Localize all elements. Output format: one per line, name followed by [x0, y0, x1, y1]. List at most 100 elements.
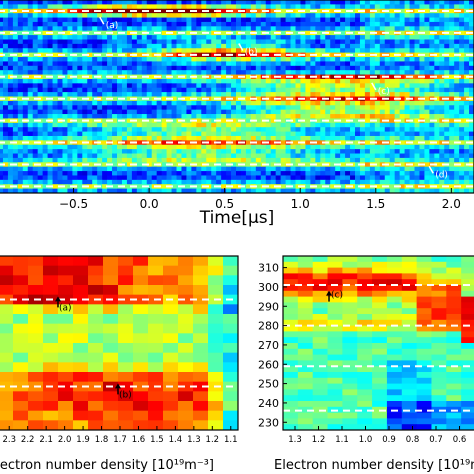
heatmap-cell — [280, 61, 286, 67]
heatmap-cell — [196, 70, 202, 75]
heatmap-cell — [72, 87, 78, 93]
heatmap-cell — [146, 74, 153, 80]
heatmap-cell — [191, 127, 197, 132]
heatmap-cell — [131, 43, 138, 49]
heatmap-cell — [231, 149, 237, 154]
heatmap-cell — [416, 377, 432, 384]
heatmap-cell — [285, 188, 291, 194]
heatmap-cell — [275, 175, 282, 181]
heatmap-cell — [112, 35, 118, 40]
heatmap-cell — [131, 78, 138, 84]
heatmap-cell — [327, 418, 343, 425]
heatmap-cell — [459, 175, 465, 181]
heatmap-cell — [103, 314, 119, 325]
heatmap-cell — [201, 43, 207, 49]
heatmap-cell — [163, 275, 179, 286]
heatmap-cell — [191, 122, 197, 128]
heatmap-cell — [327, 302, 343, 309]
heatmap-cell — [459, 171, 465, 176]
heatmap-cell — [345, 17, 351, 23]
heatmap-cell — [280, 179, 286, 185]
heatmap-cell — [156, 149, 163, 154]
heatmap-cell — [297, 377, 314, 384]
heatmap-cell — [12, 26, 19, 32]
heatmap-cell — [82, 122, 88, 128]
heatmap-cell — [17, 127, 24, 132]
heatmap-cell — [424, 57, 430, 62]
heatmap-cell — [325, 87, 331, 93]
heatmap-cell — [265, 70, 272, 75]
heatmap-cell — [449, 96, 455, 102]
heatmap-cell — [283, 285, 299, 292]
heatmap-cell — [270, 131, 277, 137]
heatmap-cell — [431, 424, 447, 431]
heatmap-cell — [216, 149, 222, 154]
heatmap-cell — [357, 290, 373, 297]
heatmap-cell — [156, 61, 163, 67]
heatmap-cell — [92, 188, 98, 194]
heatmap-cell — [43, 343, 59, 354]
heatmap-cell — [399, 4, 405, 10]
heatmap-cell — [77, 74, 83, 80]
heatmap-cell — [379, 179, 386, 185]
heatmap-cell — [345, 100, 351, 106]
heatmap-cell — [335, 131, 341, 137]
heatmap-cell — [270, 127, 277, 132]
heatmap-cell — [186, 74, 192, 80]
heatmap-cell — [112, 48, 118, 54]
heatmap-cell — [171, 153, 177, 159]
heatmap-cell — [27, 171, 34, 176]
heatmap-cell — [92, 4, 98, 10]
heatmap-cell — [270, 87, 277, 93]
heatmap-cell — [434, 171, 440, 176]
heatmap-cell — [126, 127, 133, 132]
heatmap-cell — [107, 65, 113, 71]
heatmap-cell — [206, 35, 212, 40]
heatmap-cell — [216, 92, 222, 97]
heatmap-cell — [42, 92, 48, 97]
heatmap-cell — [201, 35, 207, 40]
heatmap-cell — [136, 21, 143, 27]
heatmap-cell — [22, 4, 29, 10]
heatmap-cell — [255, 122, 262, 128]
heatmap-cell — [434, 131, 440, 137]
heatmap-cell — [206, 157, 212, 163]
heatmap-cell — [350, 149, 356, 154]
heatmap-cell — [77, 153, 83, 159]
heatmap-cell — [27, 157, 34, 163]
heatmap-cell — [156, 0, 163, 5]
heatmap-cell — [22, 131, 29, 137]
heatmap-cell — [42, 87, 48, 93]
heatmap-cell — [171, 61, 177, 67]
heatmap-cell — [449, 166, 455, 172]
heatmap-cell — [136, 4, 143, 10]
heatmap-cell — [404, 92, 410, 97]
heatmap-cell — [77, 8, 83, 14]
heatmap-cell — [320, 43, 326, 49]
heatmap-cell — [290, 87, 296, 93]
heatmap-cell — [206, 114, 212, 119]
heatmap-cell — [166, 0, 172, 5]
heatmap-cell — [57, 179, 63, 185]
heatmap-cell — [409, 171, 415, 176]
heatmap-cell — [72, 166, 78, 172]
heatmap-cell — [305, 171, 311, 176]
heatmap-cell — [12, 48, 19, 54]
heatmap-cell — [359, 87, 366, 93]
heatmap-cell — [118, 314, 134, 325]
heatmap-cell — [330, 175, 336, 181]
heatmap-cell — [290, 157, 296, 163]
heatmap-cell — [47, 26, 53, 32]
heatmap-cell — [401, 290, 418, 297]
heatmap-cell — [325, 83, 331, 89]
heatmap-cell — [280, 92, 286, 97]
heatmap-cell — [350, 0, 356, 5]
heatmap-cell — [112, 61, 118, 67]
heatmap-cell — [270, 188, 277, 194]
heatmap-cell — [312, 412, 328, 419]
heatmap-cell — [401, 319, 418, 326]
heatmap-cell — [439, 8, 445, 14]
heatmap-cell — [461, 296, 474, 303]
heatmap-cell — [136, 131, 143, 137]
heatmap-cell — [345, 26, 351, 32]
